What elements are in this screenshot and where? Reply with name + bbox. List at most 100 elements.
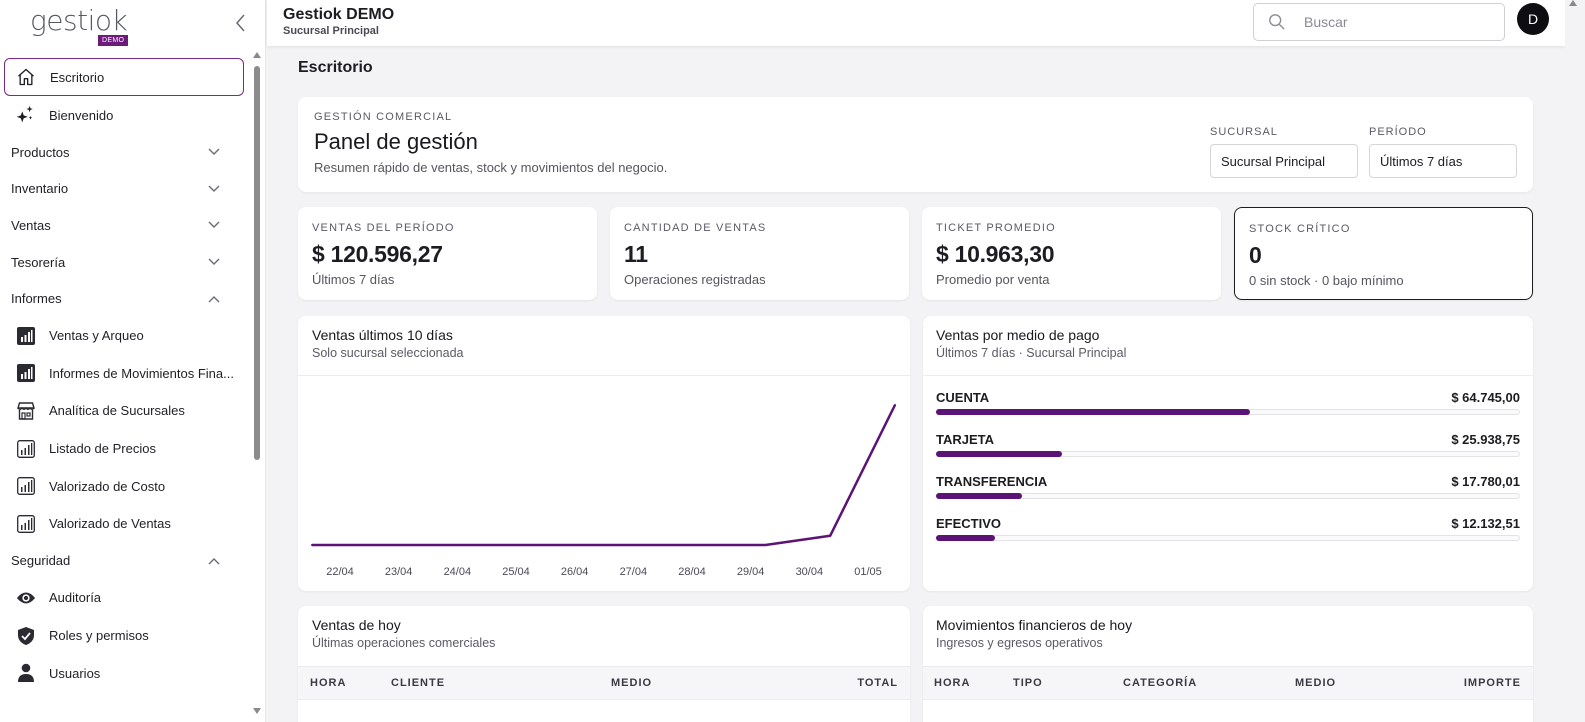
sidebar-group-inventario[interactable]: Inventario [0, 171, 250, 208]
sidebar-item-usuarios[interactable]: Usuarios [0, 654, 250, 692]
management-panel: GESTIÓN COMERCIAL Panel de gestión Resum… [298, 97, 1533, 192]
sidebar-item-escritorio[interactable]: Escritorio [4, 58, 244, 96]
periodo-select[interactable]: Últimos 7 días [1369, 144, 1517, 178]
payment-amount: $ 17.780,01 [1451, 474, 1520, 489]
scroll-up-arrow[interactable] [253, 52, 261, 58]
store-icon [16, 401, 36, 421]
sidebar-item-analitica-sucursales[interactable]: Analítica de Sucursales [0, 392, 250, 430]
sucursal-select[interactable]: Sucursal Principal [1210, 144, 1358, 178]
column-header-medio[interactable]: MEDIO [1295, 677, 1337, 689]
today-sales-subtitle: Últimas operaciones comerciales [312, 636, 496, 650]
payment-bar-fill [936, 409, 1250, 415]
group-label: Tesorería [11, 254, 66, 270]
column-header-importe[interactable]: IMPORTE [1463, 677, 1521, 689]
page-scroll-up-arrow[interactable] [1569, 0, 1577, 6]
collapse-sidebar-button[interactable] [232, 12, 250, 34]
data-point [894, 404, 896, 406]
chevron-down-icon [208, 148, 220, 156]
column-header-categoria[interactable]: CATEGORÍA [1123, 677, 1198, 689]
data-point [764, 544, 767, 546]
sidebar-group-informes[interactable]: Informes [0, 280, 250, 317]
sidebar-item-listado-precios[interactable]: Listado de Precios [0, 430, 250, 468]
home-icon [15, 66, 37, 88]
kpi-label: TICKET PROMEDIO [936, 222, 1056, 234]
user-icon [16, 663, 36, 683]
chart-title: Ventas últimos 10 días [312, 327, 453, 343]
column-header-hora[interactable]: HORA [310, 677, 347, 689]
sidebar-item-label: Informes de Movimientos Fina... [49, 365, 234, 381]
data-point [375, 544, 378, 546]
kpi-label: STOCK CRÍTICO [1249, 223, 1351, 235]
sidebar-item-auditoria[interactable]: Auditoría [0, 579, 250, 617]
shield-check-icon [16, 626, 36, 646]
column-header-cliente[interactable]: CLIENTE [391, 677, 446, 689]
scroll-down-arrow[interactable] [253, 708, 261, 714]
kpi-subtext: Promedio por venta [936, 272, 1050, 287]
payment-bar-track [936, 535, 1520, 541]
payment-bar-track [936, 493, 1520, 499]
sidebar-item-valorizado-costo[interactable]: Valorizado de Costo [0, 467, 250, 505]
chevron-left-icon [236, 14, 245, 32]
scroll-thumb[interactable] [254, 66, 260, 460]
logo-text: gestiok [30, 4, 128, 37]
payment-methods-card: Ventas por medio de pago Últimos 7 días … [923, 316, 1533, 591]
sparkles-icon [14, 104, 36, 126]
chevron-down-icon [208, 258, 220, 266]
group-label: Ventas [11, 217, 51, 233]
x-tick-label: 26/04 [561, 566, 589, 578]
column-header-hora[interactable]: HORA [934, 677, 971, 689]
kpi-stock-critico[interactable]: STOCK CRÍTICO 0 0 sin stock · 0 bajo mín… [1234, 207, 1533, 300]
logo-row: gestiok DEMO [0, 0, 265, 48]
sidebar-group-tesoreria[interactable]: Tesorería [0, 244, 250, 281]
sidebar-group-seguridad[interactable]: Seguridad [0, 543, 250, 580]
avatar[interactable]: D [1517, 3, 1549, 35]
bar-chart-outline-icon [16, 439, 36, 459]
data-point [829, 534, 832, 537]
sidebar-item-movimientos-financieros[interactable]: Informes de Movimientos Fina... [0, 355, 250, 393]
sidebar-item-valorizado-ventas[interactable]: Valorizado de Ventas [0, 505, 250, 543]
payment-bar-fill [936, 535, 995, 541]
sidebar-item-label: Listado de Precios [49, 441, 156, 457]
column-header-medio[interactable]: MEDIO [611, 677, 653, 689]
logo[interactable]: gestiok [30, 4, 128, 37]
search-box[interactable] [1253, 3, 1505, 41]
column-header-total[interactable]: TOTAL [857, 677, 898, 689]
sidebar-item-label: Valorizado de Costo [49, 478, 166, 494]
sidebar-item-label: Escritorio [50, 69, 105, 85]
group-label: Inventario [11, 181, 69, 197]
data-point [699, 544, 702, 546]
search-input[interactable] [1304, 14, 1484, 30]
sidebar-item-label: Ventas y Arqueo [49, 328, 144, 344]
kpi-subtext: Operaciones registradas [624, 272, 766, 287]
sidebar-item-bienvenido[interactable]: Bienvenido [0, 96, 250, 134]
sidebar-group-ventas[interactable]: Ventas [0, 207, 250, 244]
x-tick-label: 23/04 [385, 566, 413, 578]
payment-method-name: CUENTA [936, 390, 990, 405]
bar-chart-outline-icon [16, 476, 36, 496]
kpi-cantidad-ventas: CANTIDAD DE VENTAS 11 Operaciones regist… [610, 207, 909, 300]
periodo-label: PERÍODO [1369, 126, 1427, 138]
sidebar-scrollbar[interactable] [252, 52, 262, 722]
sidebar-item-ventas-arqueo[interactable]: Ventas y Arqueo [0, 317, 250, 355]
sidebar-item-label: Valorizado de Ventas [49, 516, 171, 532]
today-sales-card: Ventas de hoy Últimas operaciones comerc… [298, 606, 910, 722]
app-title: Gestiok DEMO [283, 6, 395, 23]
table-header: HORA TIPO CATEGORÍA MEDIO IMPORTE [923, 666, 1533, 700]
demo-badge: DEMO [98, 35, 129, 46]
sidebar-item-roles-permisos[interactable]: Roles y permisos [0, 617, 250, 655]
panel-title: Panel de gestión [314, 129, 478, 154]
payment-bar-fill [936, 493, 1023, 499]
kpi-value: $ 10.963,30 [936, 241, 1055, 267]
column-header-tipo[interactable]: TIPO [1013, 677, 1043, 689]
chevron-up-icon [208, 295, 220, 303]
card-header: Ventas últimos 10 días Solo sucursal sel… [312, 327, 463, 360]
sucursal-label: SUCURSAL [1210, 126, 1278, 138]
payment-method-name: TARJETA [936, 432, 995, 447]
search-icon [1269, 14, 1285, 30]
series-line [312, 404, 897, 547]
bar-chart-outline-icon [16, 514, 36, 534]
panel-eyebrow: GESTIÓN COMERCIAL [314, 111, 453, 123]
payments-title: Ventas por medio de pago [936, 327, 1100, 343]
sales-chart-card: Ventas últimos 10 días Solo sucursal sel… [298, 316, 910, 591]
sidebar-group-productos[interactable]: Productos [0, 134, 250, 171]
